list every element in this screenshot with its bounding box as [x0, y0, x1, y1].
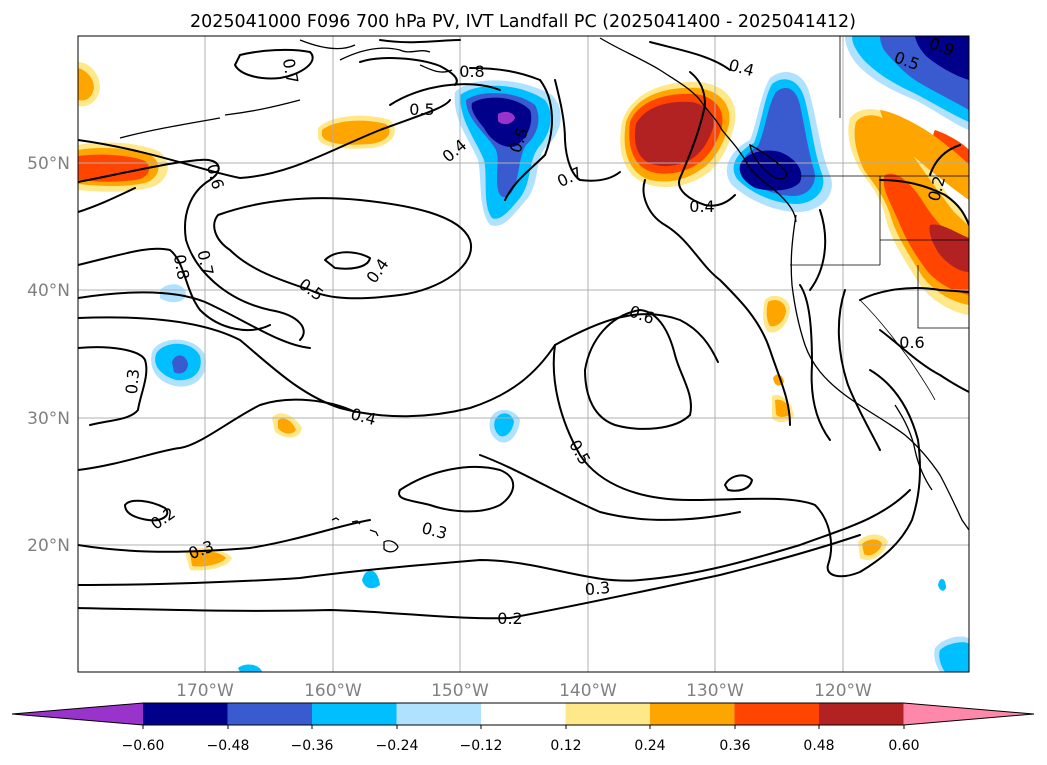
- colorbar-tick-label: −0.48: [207, 738, 250, 754]
- gridlines: [78, 36, 969, 672]
- shade-ne-positive: [880, 110, 969, 200]
- contour-lines: [78, 39, 969, 620]
- colorbar-ticks: [142, 725, 905, 729]
- alaska-panhandle-coast: [599, 37, 797, 223]
- lon-label: 170°W: [176, 681, 234, 701]
- lat-label: 40°N: [27, 281, 70, 301]
- alaska-coast: [119, 39, 453, 139]
- colorbar-segment: [819, 703, 905, 725]
- colorbar-segment: [227, 703, 313, 725]
- colorbar-segment: [312, 703, 398, 725]
- map-frame: [77, 35, 970, 673]
- contour-label: 0.2: [497, 609, 522, 628]
- lon-label: 150°W: [431, 681, 489, 701]
- colorbar-tick-label: 0.60: [888, 738, 919, 754]
- contour-label: 0.8: [459, 62, 484, 81]
- contour-label: 0.4: [689, 197, 714, 216]
- colorbar-tick-label: 0.36: [719, 738, 750, 754]
- colorbar-tick-label: −0.12: [460, 738, 503, 754]
- contour-label: 0.7: [279, 57, 302, 85]
- shade-ne-negative: [915, 36, 969, 80]
- colorbar-segment: [650, 703, 736, 725]
- contour-label: 0.8: [170, 253, 193, 281]
- colorbar-segment: [481, 703, 567, 725]
- contour-label: 0.6: [899, 333, 924, 352]
- baja-coast: [894, 404, 933, 491]
- shade-s-negative: [238, 664, 262, 672]
- colorbar-tick-label: 0.48: [803, 738, 834, 754]
- lon-label: 120°W: [814, 681, 872, 701]
- colorbar-tick-labels: −0.60 −0.48 −0.36 −0.24 −0.12 0.12 0.24 …: [122, 738, 920, 754]
- colorbar-extend-max: [903, 703, 1034, 725]
- shade-small-negative: [362, 570, 380, 589]
- shade-small-negative: [938, 578, 946, 591]
- colorbar-segments: [11, 702, 1035, 726]
- shade-small-positive: [190, 550, 226, 567]
- contour-label: 0.3: [122, 368, 143, 395]
- vancouver-island: [749, 143, 788, 180]
- shade-gulf-alaska-negative: [498, 111, 515, 125]
- colorbar-tick-label: 0.24: [634, 738, 665, 754]
- colorbar-tick-label: −0.24: [376, 738, 419, 754]
- hawaii-islands: [331, 517, 399, 553]
- lon-label: 140°W: [559, 681, 617, 701]
- colorbar: −0.60 −0.48 −0.36 −0.24 −0.12 0.12 0.24 …: [11, 702, 1035, 754]
- shading-layer: [78, 36, 969, 672]
- lat-label: 30°N: [27, 409, 70, 429]
- map-panel: 0.8 0.4 0.7 0.5 0.4 0.7 0.6 0.4 0.5 0.2 …: [77, 35, 970, 673]
- colorbar-segment: [565, 703, 651, 725]
- lat-label: 20°N: [27, 536, 70, 556]
- contour-label: 0.5: [409, 100, 434, 119]
- colorbar-tick-label: −0.36: [291, 738, 334, 754]
- shade-se-negative: [939, 642, 969, 672]
- shade-small-positive: [278, 418, 296, 434]
- lon-label: 130°W: [686, 681, 744, 701]
- longitude-labels: 170°W 160°W 150°W 140°W 130°W 120°W: [176, 681, 872, 701]
- colorbar-tick-label: −0.60: [122, 738, 165, 754]
- colorbar-segment: [143, 703, 229, 725]
- latitude-labels: 50°N 40°N 30°N 20°N: [27, 154, 70, 556]
- state-border: [790, 36, 969, 401]
- contour-label: 0.7: [193, 248, 217, 277]
- shade-interior-positive: [929, 224, 969, 272]
- figure-title: 2025041000 F096 700 hPa PV, IVT Landfall…: [190, 12, 856, 32]
- shade-small-positive: [775, 399, 790, 417]
- shade-nw-positive: [78, 68, 94, 101]
- shade-west-positive: [78, 154, 150, 182]
- lon-label: 160°W: [304, 681, 362, 701]
- shade-small-positive: [862, 539, 882, 556]
- colorbar-tick-label: 0.12: [550, 738, 581, 754]
- colorbar-extend-min: [12, 703, 143, 725]
- shade-small-positive: [766, 300, 786, 327]
- us-west-coast: [790, 214, 969, 531]
- shade-pacnw-negative: [739, 150, 802, 191]
- shade-small-negative: [172, 355, 188, 374]
- shade-small-negative: [494, 413, 514, 437]
- colorbar-segment: [734, 703, 820, 725]
- coastlines: [119, 36, 969, 553]
- shade-bc-positive: [634, 101, 714, 167]
- lat-label: 50°N: [27, 154, 70, 174]
- shade-npac-positive: [322, 120, 390, 145]
- colorbar-segment: [396, 703, 482, 725]
- shade-interior-positive: [883, 173, 969, 295]
- contour-label: 0.3: [584, 578, 611, 599]
